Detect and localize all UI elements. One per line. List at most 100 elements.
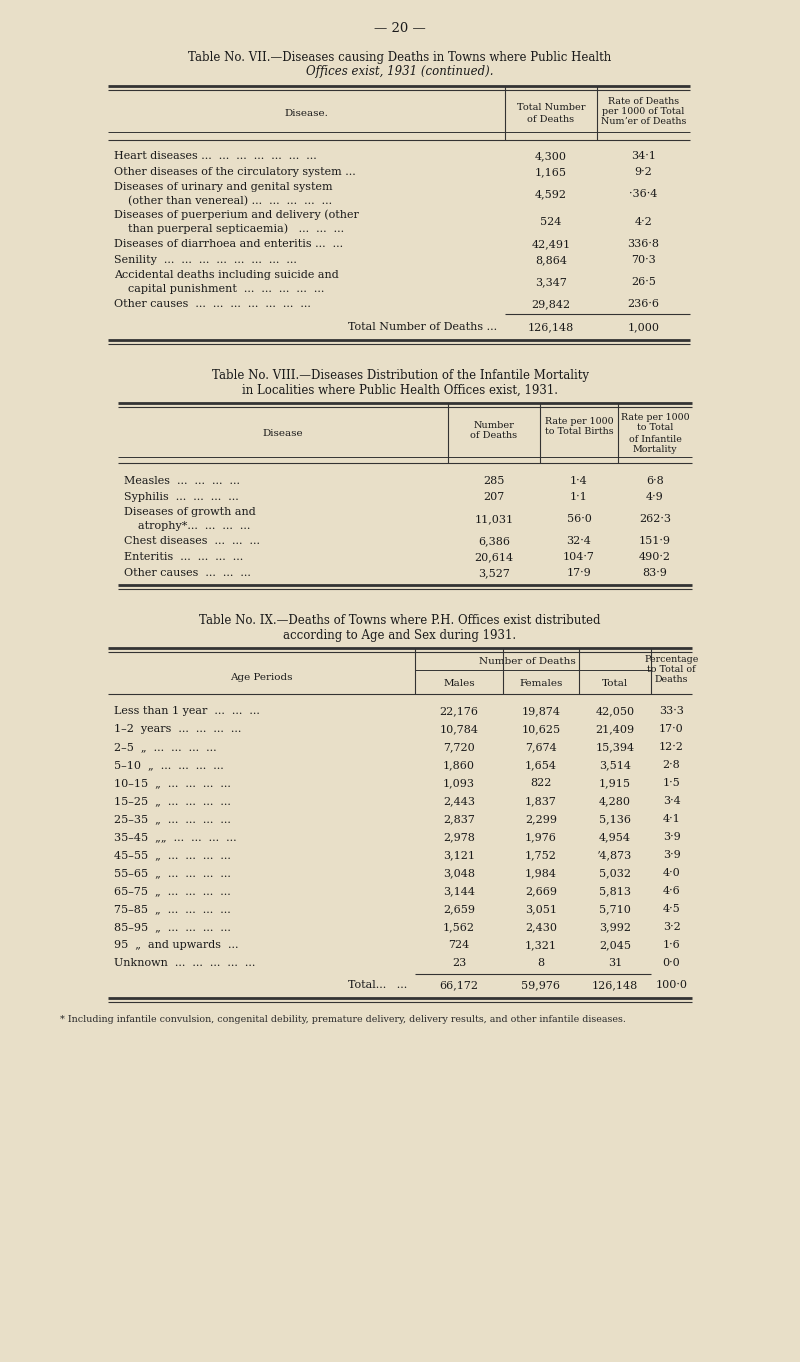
Text: 4,954: 4,954 xyxy=(599,832,631,842)
Text: 11,031: 11,031 xyxy=(474,513,514,524)
Text: 1,752: 1,752 xyxy=(525,850,557,859)
Text: (other than venereal) ...  ...  ...  ...  ...: (other than venereal) ... ... ... ... ..… xyxy=(114,196,332,206)
Text: of Deaths: of Deaths xyxy=(527,114,574,124)
Text: per 1000 of Total: per 1000 of Total xyxy=(602,108,685,117)
Text: to Total Births: to Total Births xyxy=(545,428,614,436)
Text: of Deaths: of Deaths xyxy=(470,432,518,440)
Text: 9·2: 9·2 xyxy=(634,168,652,177)
Text: Unknown  ...  ...  ...  ...  ...: Unknown ... ... ... ... ... xyxy=(114,957,255,968)
Text: 1,837: 1,837 xyxy=(525,795,557,806)
Text: 2,837: 2,837 xyxy=(443,814,475,824)
Text: Measles  ...  ...  ...  ...: Measles ... ... ... ... xyxy=(124,475,240,486)
Text: Numʼer of Deaths: Numʼer of Deaths xyxy=(601,117,686,127)
Text: 29,842: 29,842 xyxy=(531,300,570,309)
Text: Total...   ...: Total... ... xyxy=(348,981,407,990)
Text: 4·1: 4·1 xyxy=(662,814,680,824)
Text: Rate per 1000: Rate per 1000 xyxy=(545,417,614,425)
Text: 1,165: 1,165 xyxy=(535,168,567,177)
Text: Total Number: Total Number xyxy=(517,104,586,113)
Text: 3,527: 3,527 xyxy=(478,568,510,577)
Text: 3·9: 3·9 xyxy=(662,850,680,859)
Text: 4·5: 4·5 xyxy=(662,904,680,914)
Text: 17·0: 17·0 xyxy=(659,725,684,734)
Text: 10,784: 10,784 xyxy=(439,725,478,734)
Text: 85–95  „  ...  ...  ...  ...: 85–95 „ ... ... ... ... xyxy=(114,922,231,932)
Text: 1,562: 1,562 xyxy=(443,922,475,932)
Text: 151·9: 151·9 xyxy=(639,537,671,546)
Text: 1,984: 1,984 xyxy=(525,868,557,878)
Text: 5–10  „  ...  ...  ...  ...: 5–10 „ ... ... ... ... xyxy=(114,760,224,770)
Text: 3,992: 3,992 xyxy=(599,922,631,932)
Text: Rate of Deaths: Rate of Deaths xyxy=(608,97,679,105)
Text: 2–5  „  ...  ...  ...  ...: 2–5 „ ... ... ... ... xyxy=(114,742,217,752)
Text: Percentage: Percentage xyxy=(644,655,698,665)
Text: * Including infantile convulsion, congenital debility, premature delivery, deliv: * Including infantile convulsion, congen… xyxy=(60,1016,626,1024)
Text: 5,813: 5,813 xyxy=(599,887,631,896)
Text: in Localities where Public Health Offices exist, 1931.: in Localities where Public Health Office… xyxy=(242,384,558,396)
Text: Less than 1 year  ...  ...  ...: Less than 1 year ... ... ... xyxy=(114,706,260,716)
Text: 1,915: 1,915 xyxy=(599,778,631,789)
Text: 236·6: 236·6 xyxy=(627,300,659,309)
Text: of Infantile: of Infantile xyxy=(629,434,682,444)
Text: Rate per 1000: Rate per 1000 xyxy=(621,413,690,421)
Text: Table No. VIII.—Diseases Distribution of the Infantile Mortality: Table No. VIII.—Diseases Distribution of… xyxy=(211,369,589,383)
Text: 7,674: 7,674 xyxy=(525,742,557,752)
Text: 3,144: 3,144 xyxy=(443,887,475,896)
Text: 2,299: 2,299 xyxy=(525,814,557,824)
Text: 26·5: 26·5 xyxy=(631,276,656,287)
Text: Chest diseases  ...  ...  ...: Chest diseases ... ... ... xyxy=(124,537,260,546)
Text: 262·3: 262·3 xyxy=(639,513,671,524)
Text: Accidental deaths including suicide and: Accidental deaths including suicide and xyxy=(114,270,338,281)
Text: 100·0: 100·0 xyxy=(655,981,687,990)
Text: 2,978: 2,978 xyxy=(443,832,475,842)
Text: 1,860: 1,860 xyxy=(443,760,475,770)
Text: 56·0: 56·0 xyxy=(566,513,591,524)
Text: 4,592: 4,592 xyxy=(535,189,567,199)
Text: 285: 285 xyxy=(483,475,505,486)
Text: 83·9: 83·9 xyxy=(642,568,667,577)
Text: Diseases of urinary and genital system: Diseases of urinary and genital system xyxy=(114,183,333,192)
Text: 2,045: 2,045 xyxy=(599,940,631,951)
Text: Other causes  ...  ...  ...  ...  ...  ...  ...: Other causes ... ... ... ... ... ... ... xyxy=(114,300,311,309)
Text: Senility  ...  ...  ...  ...  ...  ...  ...  ...: Senility ... ... ... ... ... ... ... ... xyxy=(114,255,297,266)
Text: Enteritis  ...  ...  ...  ...: Enteritis ... ... ... ... xyxy=(124,552,243,563)
Text: 22,176: 22,176 xyxy=(439,706,478,716)
Text: 2·8: 2·8 xyxy=(662,760,680,770)
Text: 4,300: 4,300 xyxy=(535,151,567,161)
Text: to Total: to Total xyxy=(637,424,673,433)
Text: Offices exist, 1931 (continued).: Offices exist, 1931 (continued). xyxy=(306,65,494,79)
Text: 3,048: 3,048 xyxy=(443,868,475,878)
Text: 35–45  „„  ...  ...  ...  ...: 35–45 „„ ... ... ... ... xyxy=(114,832,237,842)
Text: according to Age and Sex during 1931.: according to Age and Sex during 1931. xyxy=(283,628,517,642)
Text: 1,654: 1,654 xyxy=(525,760,557,770)
Text: 4·9: 4·9 xyxy=(646,492,664,503)
Text: 3,347: 3,347 xyxy=(535,276,567,287)
Text: 6,386: 6,386 xyxy=(478,537,510,546)
Text: 822: 822 xyxy=(530,778,552,789)
Text: 17·9: 17·9 xyxy=(566,568,591,577)
Text: 8: 8 xyxy=(538,957,545,968)
Text: 10–15  „  ...  ...  ...  ...: 10–15 „ ... ... ... ... xyxy=(114,778,231,789)
Text: Other causes  ...  ...  ...: Other causes ... ... ... xyxy=(124,568,251,577)
Text: 15,394: 15,394 xyxy=(595,742,634,752)
Text: Deaths: Deaths xyxy=(654,676,688,685)
Text: 55–65  „  ...  ...  ...  ...: 55–65 „ ... ... ... ... xyxy=(114,868,231,878)
Text: 490·2: 490·2 xyxy=(639,552,671,563)
Text: 1–2  years  ...  ...  ...  ...: 1–2 years ... ... ... ... xyxy=(114,725,242,734)
Text: 32·4: 32·4 xyxy=(566,537,591,546)
Text: — 20 —: — 20 — xyxy=(374,22,426,34)
Text: 5,136: 5,136 xyxy=(599,814,631,824)
Text: 1,093: 1,093 xyxy=(443,778,475,789)
Text: 4·2: 4·2 xyxy=(634,217,652,227)
Text: Other diseases of the circulatory system ...: Other diseases of the circulatory system… xyxy=(114,168,356,177)
Text: 207: 207 xyxy=(483,492,505,503)
Text: Table No. VII.—Diseases causing Deaths in Towns where Public Health: Table No. VII.—Diseases causing Deaths i… xyxy=(188,52,612,64)
Text: 4·0: 4·0 xyxy=(662,868,680,878)
Text: 33·3: 33·3 xyxy=(659,706,684,716)
Text: 1·6: 1·6 xyxy=(662,940,680,951)
Text: 45–55  „  ...  ...  ...  ...: 45–55 „ ... ... ... ... xyxy=(114,850,231,859)
Text: 21,409: 21,409 xyxy=(595,725,634,734)
Text: ·36·4: ·36·4 xyxy=(630,189,658,199)
Text: 15–25  „  ...  ...  ...  ...: 15–25 „ ... ... ... ... xyxy=(114,795,231,806)
Text: 0·0: 0·0 xyxy=(662,957,680,968)
